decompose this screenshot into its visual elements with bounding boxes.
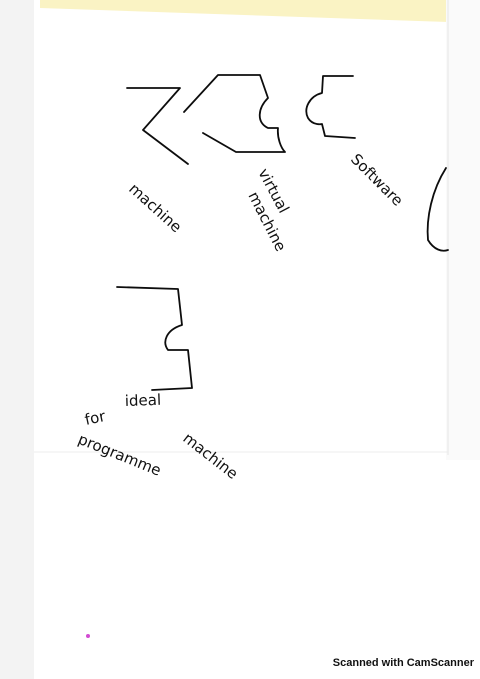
virtual-machine-block-shape xyxy=(183,74,286,153)
camscanner-watermark: Scanned with CamScanner xyxy=(332,657,474,669)
software-block-shape xyxy=(305,75,356,139)
scan-right-edge xyxy=(446,0,480,460)
pink-dot xyxy=(86,634,90,638)
yellow-paper-strip xyxy=(40,0,448,22)
label-for: for xyxy=(83,407,108,429)
machine-block-shape xyxy=(126,87,189,165)
label-ideal: ideal xyxy=(125,391,162,410)
scan-left-edge xyxy=(0,0,34,679)
partial-bracket-shape xyxy=(426,167,449,252)
ideal-machine-block-shape xyxy=(116,286,193,391)
